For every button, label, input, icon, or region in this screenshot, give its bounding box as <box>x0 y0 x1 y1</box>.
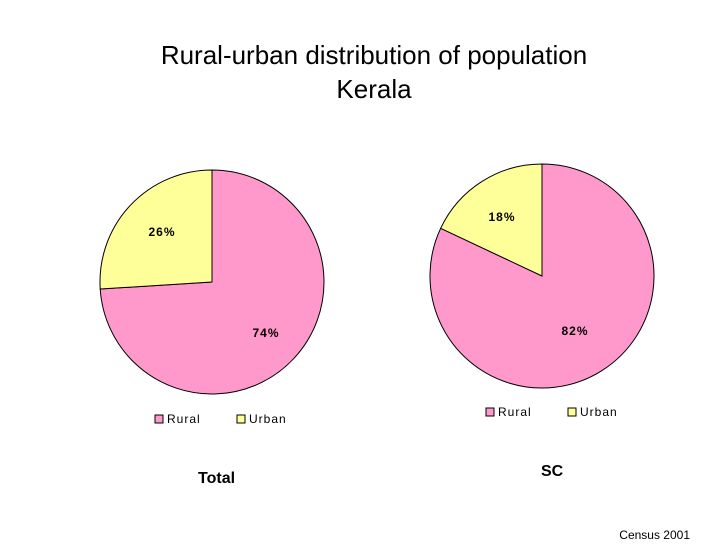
pie-1-label-urban: 18% <box>488 210 515 224</box>
pie-0-legend-label-urban: Urban <box>249 412 287 426</box>
pie-0-label-urban: 26% <box>148 225 175 239</box>
pie-1-legend-label-rural: Rural <box>498 405 532 419</box>
pie-0-legend-swatch-urban <box>236 414 246 424</box>
pie-1-legend-swatch-rural <box>485 407 495 417</box>
pie-0-label-rural: 74% <box>252 326 279 340</box>
source-note: Census 2001 <box>619 528 690 542</box>
pie-0-legend-swatch-rural <box>154 414 164 424</box>
pie-0-legend-label-rural: Rural <box>167 412 201 426</box>
pie-1-legend-swatch-urban <box>567 407 577 417</box>
pie-1-label-rural: 82% <box>561 324 588 338</box>
title-line-1: Rural-urban distribution of population <box>160 40 588 70</box>
chart-title: Rural-urban distribution of population K… <box>0 38 728 106</box>
chart-name-sc: SC <box>541 463 564 480</box>
chart-name-total: Total <box>198 470 236 487</box>
pie-1-slice-urban <box>439 163 543 277</box>
pie-0-slice-urban <box>99 169 213 290</box>
title-line-2: Kerala <box>336 74 412 104</box>
pie-1-legend-label-urban: Urban <box>580 405 618 419</box>
